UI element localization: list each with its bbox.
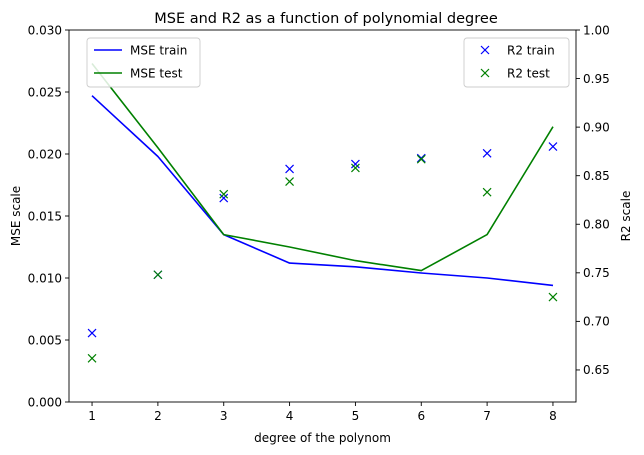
marker-r2-test <box>285 177 295 186</box>
x-tick-label: 6 <box>417 409 425 423</box>
y-left-tick-label: 0.025 <box>28 85 62 99</box>
legend-label-r2-test: R2 test <box>507 67 550 81</box>
marker-r2-train <box>416 153 426 163</box>
y-right-tick-label: 0.90 <box>583 120 610 134</box>
y-axis-left-label: MSE scale <box>9 186 23 246</box>
x-tick-label: 4 <box>286 409 294 423</box>
x-axis-label: degree of the polynom <box>254 431 391 445</box>
y-right-tick-label: 0.70 <box>583 315 610 329</box>
series-line-mse-train <box>91 95 554 287</box>
y-axis-left: 0.000 0.005 0.010 0.015 0.020 0.025 0.030 <box>28 23 69 409</box>
y-left-tick-label: 0.030 <box>28 23 62 37</box>
y-right-tick-label: 0.75 <box>583 266 610 280</box>
legend-label-mse-test: MSE test <box>130 67 183 81</box>
marker-r2-test <box>87 353 97 363</box>
marker-r2-test <box>548 292 558 302</box>
marker-r2-test <box>350 163 360 173</box>
x-tick-label: 5 <box>352 409 360 423</box>
marker-r2-train <box>285 164 295 174</box>
legend-right-box <box>463 37 570 88</box>
legend-swatch-r2-test <box>480 68 490 78</box>
legend-label-mse-train: MSE train <box>130 44 187 58</box>
legend-label-r2-train: R2 train <box>507 44 555 58</box>
marker-r2-test <box>153 270 163 280</box>
y-axis-right-label: R2 scale <box>619 191 633 242</box>
marker-r2-train <box>482 148 492 158</box>
marker-r2-test <box>416 154 426 164</box>
marker-r2-train <box>350 159 360 169</box>
y-left-tick-label: 0.000 <box>28 395 62 409</box>
y-left-tick-label: 0.015 <box>28 209 62 223</box>
plot-lines <box>91 63 554 287</box>
y-right-tick-label: 0.95 <box>583 72 610 86</box>
x-axis: 1 2 3 4 5 6 7 8 <box>88 402 557 423</box>
y-right-tick-label: 0.85 <box>583 169 610 183</box>
plot-markers <box>87 142 558 363</box>
y-right-tick-label: 1.00 <box>583 23 610 37</box>
legend-left: MSE train MSE test <box>86 37 201 88</box>
legend-swatch-r2-train <box>480 45 490 55</box>
series-line-mse-test <box>91 63 554 272</box>
marker-r2-train <box>87 328 97 338</box>
chart-title: MSE and R2 as a function of polynomial d… <box>154 11 498 27</box>
y-right-tick-label: 0.65 <box>583 363 610 377</box>
x-tick-label: 7 <box>483 409 491 423</box>
legend-right: R2 train R2 test <box>463 37 570 88</box>
y-axis-right: 0.65 0.70 0.75 0.80 0.85 0.90 0.95 1.00 <box>576 23 610 377</box>
y-right-tick-label: 0.80 <box>583 218 610 232</box>
x-tick-label: 1 <box>88 409 96 423</box>
marker-r2-test <box>219 189 229 199</box>
y-left-tick-label: 0.020 <box>28 147 62 161</box>
marker-r2-train <box>548 142 558 151</box>
y-left-tick-label: 0.010 <box>28 271 62 285</box>
marker-r2-train <box>219 193 229 203</box>
marker-r2-test <box>482 187 492 197</box>
x-tick-label: 2 <box>154 409 162 423</box>
x-tick-label: 8 <box>549 409 557 423</box>
x-tick-label: 3 <box>220 409 228 423</box>
y-left-tick-label: 0.005 <box>28 333 62 347</box>
